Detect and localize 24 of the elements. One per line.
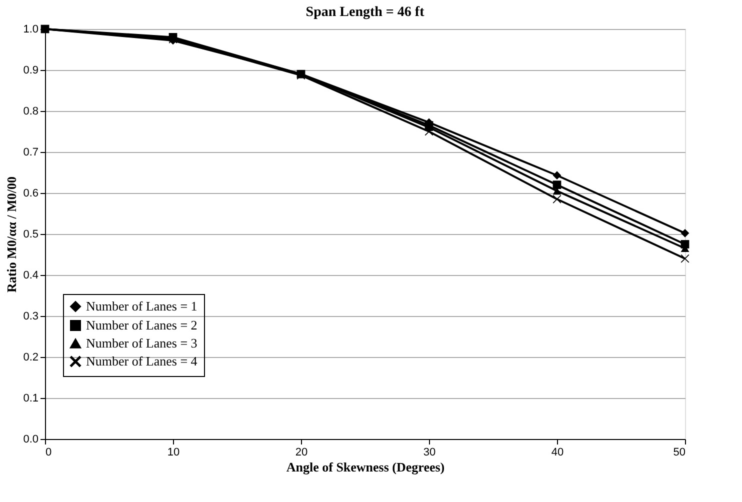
y-tick-label: 0.2 <box>23 352 38 364</box>
legend-label: Number of Lanes = 3 <box>86 336 198 350</box>
y-tick-label: 0.1 <box>23 392 38 404</box>
x-axis-title: Angle of Skewness (Degrees) <box>286 460 445 474</box>
x-tick-label: 20 <box>295 446 308 458</box>
y-tick-label: 0.4 <box>23 270 38 282</box>
legend-label: Number of Lanes = 2 <box>86 318 198 332</box>
y-tick-label: 0.8 <box>23 106 38 118</box>
y-tick-label: 0.3 <box>23 310 38 322</box>
x-tick-label: 10 <box>167 446 180 458</box>
chart-title: Span Length = 46 ft <box>306 5 425 20</box>
x-tick-label: 30 <box>423 446 436 458</box>
y-tick-label: 0.0 <box>23 434 38 446</box>
y-tick-label: 0.9 <box>23 64 38 76</box>
x-tick-label: 0 <box>46 446 52 458</box>
x-tick-label: 50 <box>673 446 686 458</box>
y-tick-label: 0.6 <box>23 188 38 200</box>
legend-label: Number of Lanes = 1 <box>86 298 198 314</box>
y-tick-label: 0.7 <box>23 146 38 158</box>
y-tick-label: 0.5 <box>23 228 38 240</box>
legend-label: Number of Lanes = 4 <box>86 354 198 368</box>
x-tick-label: 40 <box>551 446 564 458</box>
y-tick-label: 1.0 <box>23 24 38 36</box>
y-axis-title: Ratio M0/αα / M0/00 <box>4 176 20 292</box>
